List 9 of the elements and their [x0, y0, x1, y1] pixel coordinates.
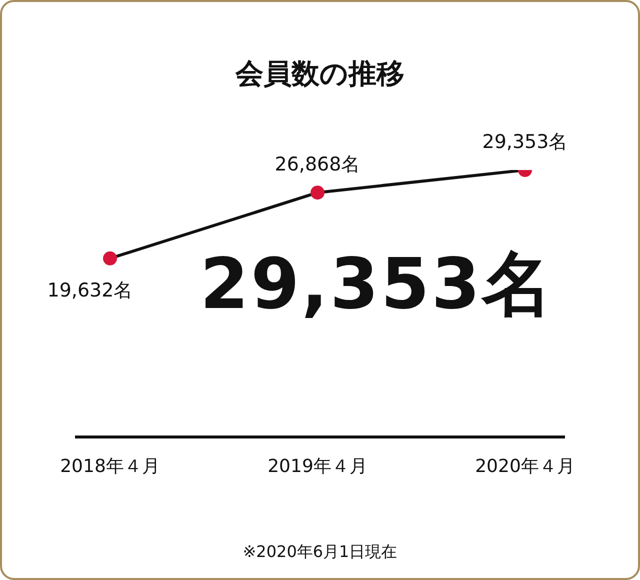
data-label: 19,632名 — [47, 279, 133, 302]
chart-title: 会員数の推移 — [234, 56, 406, 92]
annotation: 29,353名 — [200, 242, 556, 327]
x-tick-label: 2020年４月 — [475, 456, 575, 477]
x-tick-label: 2018年４月 — [60, 456, 160, 477]
data-label: 26,868名 — [274, 154, 360, 176]
x-tick-label: 2019年４月 — [268, 456, 368, 477]
text: ※2020年6月1日現在 — [242, 542, 398, 563]
data-label: 29,353名 — [482, 131, 568, 153]
